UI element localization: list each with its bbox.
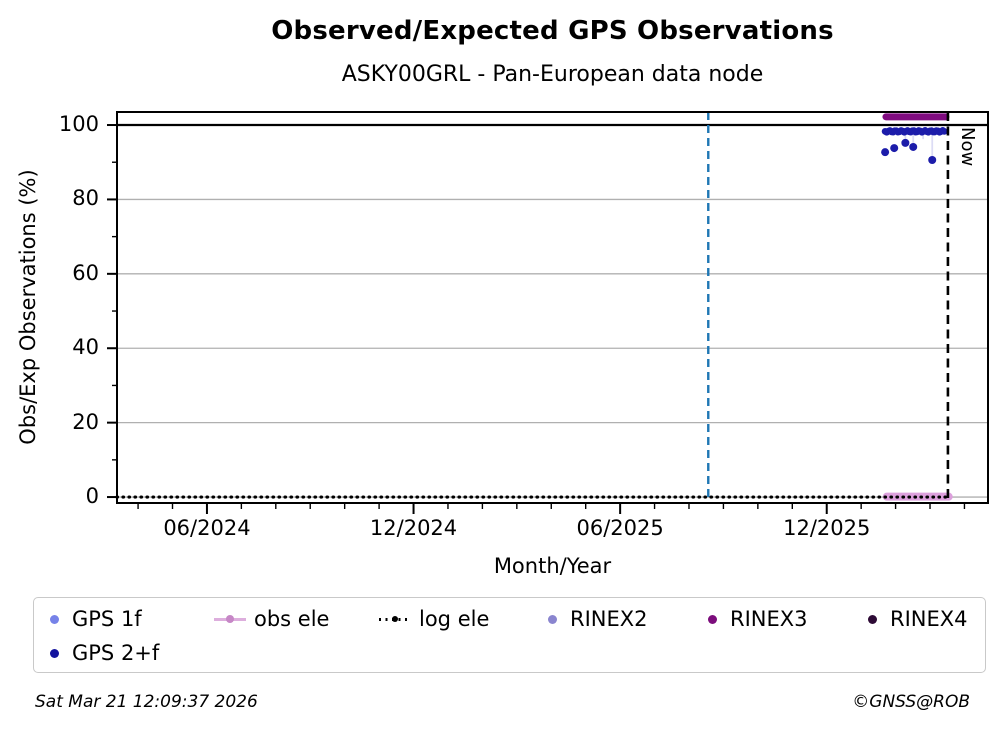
legend-dot-icon [868,614,877,624]
legend-item-label: log ele [419,607,490,631]
legend-line-dot-icon [226,615,234,623]
legend-item: RINEX3 [704,607,864,631]
chart-title: Observed/Expected GPS Observations [271,16,834,46]
legend-item: GPS 1f [46,607,214,631]
legend-dot-icon [50,648,59,658]
legend-dot-icon [50,614,59,624]
legend-item-label: GPS 1f [72,607,142,631]
y-tick-label: 80 [72,186,99,211]
legend-dot-icon [548,614,557,624]
legend-item: GPS 2+f [46,641,214,665]
y-tick-label: 100 [58,112,99,137]
series-gps2f-outlier [928,155,937,164]
legend-item: RINEX2 [544,607,704,631]
legend-item: log ele [379,607,544,631]
legend-item-label: RINEX3 [730,607,808,631]
legend-item: RINEX4 [864,607,985,631]
plot-frame [116,111,989,504]
legend-dotted-line-icon [379,616,411,622]
legend-dot-icon [708,614,717,624]
legend-item-label: obs ele [254,607,330,631]
legend: GPS 1f obs ele log ele RINEX2 RINEX3 RINEX4 GP… [33,597,986,673]
x-tick-label: 06/2025 [576,516,664,540]
series-gps2f-outlier [901,138,910,147]
y-tick-label: 20 [72,409,99,434]
chart-subtitle: ASKY00GRL - Pan-European data node [341,62,764,87]
footer-timestamp: Sat Mar 21 12:09:37 2026 [35,692,258,712]
y-axis-label: Obs/Exp Observations (%) [16,169,40,445]
footer-copyright: ©GNSS@ROB [852,692,970,712]
legend-item-label: RINEX4 [890,607,968,631]
x-tick-label: 12/2024 [369,516,458,540]
y-tick-label: 0 [85,484,99,509]
legend-item-label: RINEX2 [570,607,648,631]
x-axis-label: Month/Year [493,554,612,578]
x-tick-label: 12/2025 [783,516,871,540]
y-tick-label: 40 [72,335,99,360]
series-gps2f-outlier [890,144,899,153]
series-gps2f-outlier [909,142,918,151]
now-line-label: Now [957,127,978,167]
series-gps2f-outlier [881,148,890,157]
plot-area [107,111,989,514]
legend-item: obs ele [214,607,379,631]
y-tick-label: 60 [72,260,99,285]
x-tick-label: 06/2024 [163,516,251,540]
legend-dotted-marker-icon [392,616,398,622]
legend-line-icon [214,615,246,623]
series-gps2f-point [940,128,948,135]
legend-item-label: GPS 2+f [72,641,160,665]
